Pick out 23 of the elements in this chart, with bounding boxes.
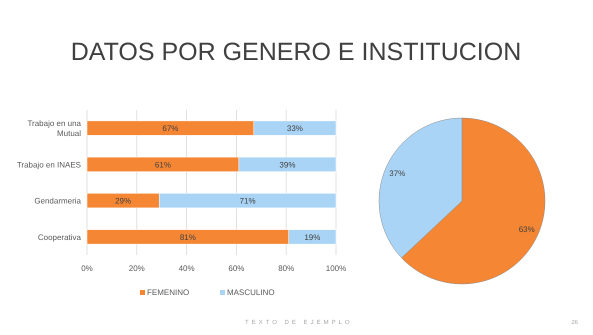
y-tick-label: Trabajo en una Mutual [27, 119, 82, 138]
x-tick-label: 100% [326, 264, 346, 273]
data-label: 19% [304, 232, 320, 242]
data-label: 33% [286, 124, 303, 134]
data-label: 63% [518, 225, 535, 234]
chart-title: DATOS POR GENERO E INSTITUCION [70, 38, 522, 66]
legend-label: MASCULINO [227, 288, 275, 297]
y-tick-label: Gendarmeria [34, 196, 82, 206]
x-tick-label: 60% [228, 264, 244, 273]
data-label: 39% [279, 160, 296, 170]
data-label: 61% [154, 160, 171, 170]
data-label: 29% [115, 196, 132, 206]
y-tick-label: Trabajo en INAES [16, 160, 81, 170]
x-tick-label: 40% [178, 264, 195, 273]
data-label: 81% [180, 232, 196, 242]
data-label: 67% [162, 124, 178, 134]
x-tick-label: 20% [128, 264, 145, 273]
legend-label: FEMENINO [147, 288, 190, 297]
x-tick-label: 80% [278, 264, 294, 273]
x-tick-label: 0% [81, 264, 93, 273]
data-label: 37% [389, 168, 406, 178]
data-label: 71% [240, 196, 256, 206]
y-tick-label: Cooperativa [38, 232, 82, 242]
